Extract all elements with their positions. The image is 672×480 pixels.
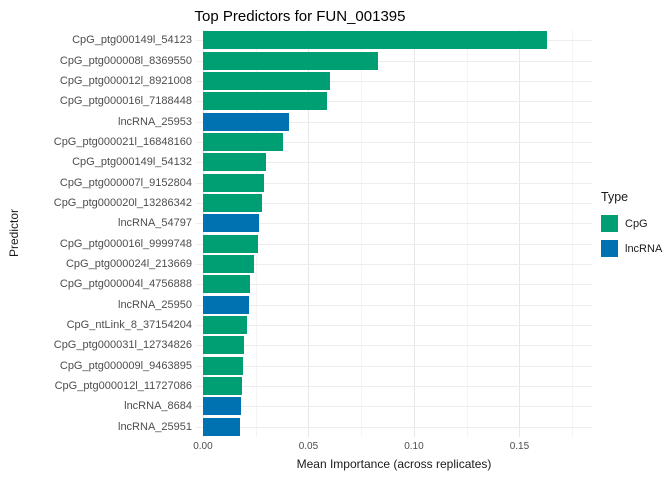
bar-CpG_ptg000149l_54132 (202, 153, 267, 172)
bar-CpG_ptg000008l_8369550 (202, 51, 379, 70)
row-gridline (196, 406, 592, 408)
major-gridline (413, 30, 415, 437)
x-tick-label: 0.00 (193, 441, 213, 452)
bar-CpG_ptg000020l_13286342 (202, 193, 263, 212)
x-tick-label: 0.15 (509, 441, 530, 452)
legend-swatch-CpG (601, 215, 618, 232)
row-gridline (196, 243, 592, 245)
major-gridline (308, 30, 310, 437)
major-gridline (202, 30, 204, 437)
bar-CpG_ptg000007l_9152804 (202, 173, 265, 192)
y-tick-label: lncRNA_25950 (118, 298, 192, 311)
row-gridline (196, 121, 592, 123)
row-gridline (196, 325, 592, 327)
bar-lncRNA_25953 (202, 112, 290, 131)
row-gridline (196, 386, 592, 388)
bar-CpG_ptg000012l_8921008 (202, 71, 330, 90)
y-tick-label: CpG_ptg000007l_9152804 (59, 176, 192, 189)
y-tick-label: lncRNA_25953 (118, 115, 192, 128)
row-gridline (196, 141, 592, 143)
legend-item-lncRNA: lncRNA (601, 240, 662, 257)
row-gridline (196, 284, 592, 286)
row-gridline (196, 426, 592, 428)
row-gridline (196, 264, 592, 266)
legend-swatch-lncRNA (601, 240, 618, 257)
legend-title: Type (601, 190, 629, 204)
y-tick-label: lncRNA_54797 (118, 217, 192, 230)
row-gridline (196, 345, 592, 347)
row-gridline (196, 80, 592, 82)
bar-CpG_ntLink_8_37154204 (202, 316, 248, 335)
y-tick-label: CpG_ptg000004l_4756888 (59, 278, 192, 291)
major-gridline (519, 30, 521, 437)
minor-gridline (466, 30, 468, 437)
bar-CpG_ptg000016l_9999748 (202, 234, 258, 253)
bar-CpG_ptg000009l_9463895 (202, 356, 244, 375)
y-tick-label: CpG_ptg000009l_9463895 (59, 359, 192, 372)
y-tick-label: CpG_ptg000149l_54132 (72, 156, 192, 169)
row-gridline (196, 60, 592, 62)
legend-label: CpG (625, 217, 648, 230)
row-gridline (196, 202, 592, 204)
bar-CpG_ptg000024l_213669 (202, 255, 254, 274)
minor-gridline (572, 30, 574, 437)
y-tick-label: CpG_ptg000016l_9999748 (59, 237, 192, 250)
y-axis-labels: CpG_ptg000149l_54123 CpG_ptg000008l_83695… (0, 30, 192, 437)
bar-CpG_ptg000012l_11727086 (202, 377, 242, 396)
y-tick-label: CpG_ptg000020l_13286342 (53, 196, 192, 209)
y-tick-label: CpG_ptg000012l_11727086 (54, 380, 192, 393)
minor-gridline (255, 30, 257, 437)
y-tick-label: CpG_ptg000149l_54123 (72, 34, 192, 47)
y-tick-label: lncRNA_8684 (124, 400, 192, 413)
row-gridline (196, 365, 592, 367)
x-tick-label: 0.10 (404, 441, 424, 452)
legend-label: lncRNA (625, 242, 663, 255)
bar-CpG_ptg000004l_4756888 (202, 275, 251, 294)
x-axis-title: Mean Importance (across replicates) (296, 457, 492, 471)
legend: Type CpG lncRNA (601, 190, 662, 265)
y-tick-label: CpG_ptg000031l_12734826 (53, 339, 192, 352)
y-tick-label: CpG_ptg000024l_213669 (65, 257, 192, 270)
row-gridline (196, 162, 592, 164)
row-gridline (196, 182, 592, 184)
x-tick-label: 0.05 (298, 441, 319, 452)
row-gridline (196, 304, 592, 306)
bar-lncRNA_25950 (202, 295, 250, 314)
bar-CpG_ptg000021l_16848160 (202, 132, 284, 151)
row-gridline (196, 223, 592, 225)
y-tick-label: CpG_ptg000012l_8921008 (59, 74, 192, 87)
bar-lncRNA_8684 (202, 397, 241, 416)
minor-gridline (361, 30, 363, 437)
row-gridline (196, 101, 592, 103)
bar-CpG_ptg000031l_12734826 (202, 336, 245, 355)
y-tick-label: CpG_ptg000021l_16848160 (53, 135, 192, 148)
x-axis-ticks: 0.00 0.05 0.10 0.15 (193, 441, 592, 454)
y-tick-label: CpG_ptg000008l_8369550 (59, 54, 192, 67)
chart-title: Top Predictors for FUN_001395 (194, 8, 406, 25)
legend-item-CpG: CpG (601, 215, 662, 232)
plot-panel (196, 30, 592, 437)
y-tick-label: CpG_ptg000016l_7188448 (59, 95, 192, 108)
y-tick-label: lncRNA_25951 (118, 420, 192, 433)
y-tick-label: CpG_ntLink_8_37154204 (66, 318, 192, 331)
legend-items: CpG lncRNA (601, 215, 662, 257)
bar-CpG_ptg000016l_7188448 (202, 92, 328, 111)
bar-CpG_ptg000149l_54123 (202, 31, 547, 50)
bar-lncRNA_54797 (202, 214, 259, 233)
bar-lncRNA_25951 (202, 417, 240, 436)
